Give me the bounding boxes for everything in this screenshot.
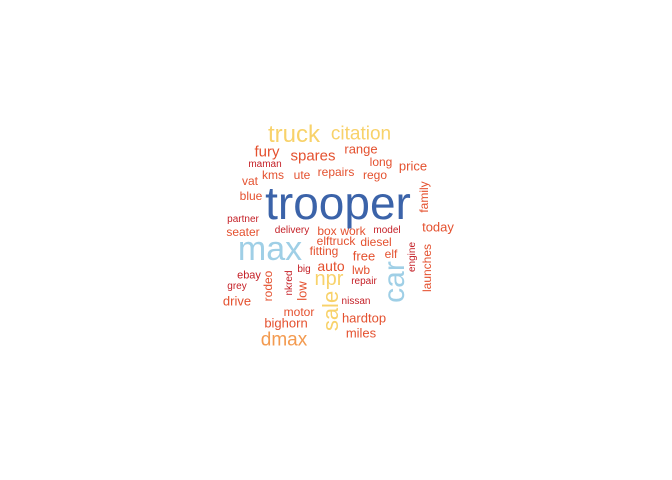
word-trooper: trooper xyxy=(265,177,411,229)
word-motor: motor xyxy=(283,305,315,319)
word-hardtop: hardtop xyxy=(341,310,387,326)
word-npr: npr xyxy=(314,268,344,290)
word-ebay: ebay xyxy=(237,269,261,282)
word-repairs: repairs xyxy=(317,165,355,179)
word-fitting: fitting xyxy=(309,244,339,258)
word-bighorn: bighorn xyxy=(264,315,308,331)
word-rego: rego xyxy=(362,168,388,182)
word-low: low xyxy=(294,281,310,301)
word-max: max xyxy=(237,230,303,268)
word-launches: launches xyxy=(420,243,434,293)
word-car: car xyxy=(378,261,411,303)
word-nkred: nkred xyxy=(284,270,295,296)
word-repair: repair xyxy=(351,276,377,287)
word-miles: miles xyxy=(345,325,377,341)
word-diesel: diesel xyxy=(360,235,392,249)
word-spares: spares xyxy=(290,147,336,165)
word-blue: blue xyxy=(239,189,263,203)
word-nissan: nissan xyxy=(341,296,371,307)
word-range: range xyxy=(344,141,378,157)
word-box: box xyxy=(317,224,337,238)
word-kms: kms xyxy=(262,168,284,182)
word-elftruck: elftruck xyxy=(316,234,356,248)
word-family: family xyxy=(417,181,431,213)
word-delivery: delivery xyxy=(274,225,310,236)
word-citation: citation xyxy=(330,123,392,145)
word-drive: drive xyxy=(222,293,252,309)
word-maman: maman xyxy=(248,159,282,170)
word-long: long xyxy=(369,155,393,169)
word-model: model xyxy=(373,225,401,236)
word-elf: elf xyxy=(384,247,398,261)
word-ute: ute xyxy=(293,168,311,182)
word-fury: fury xyxy=(254,143,280,161)
word-rodeo: rodeo xyxy=(261,270,275,302)
word-engine: engine xyxy=(407,241,418,273)
word-vat: vat xyxy=(241,174,259,188)
word-auto: auto xyxy=(317,258,345,274)
word-work: work xyxy=(340,224,366,238)
word-price: price xyxy=(398,158,428,174)
word-truck: truck xyxy=(267,121,321,148)
word-seater: seater xyxy=(226,225,260,239)
word-today: today xyxy=(422,219,454,235)
word-dmax: dmax xyxy=(260,329,308,351)
word-partner: partner xyxy=(227,214,259,225)
word-lwb: lwb xyxy=(351,263,371,277)
word-sale: sale xyxy=(318,290,343,332)
word-grey: grey xyxy=(227,281,247,292)
word-big: big xyxy=(297,264,311,275)
word-free: free xyxy=(352,248,376,264)
